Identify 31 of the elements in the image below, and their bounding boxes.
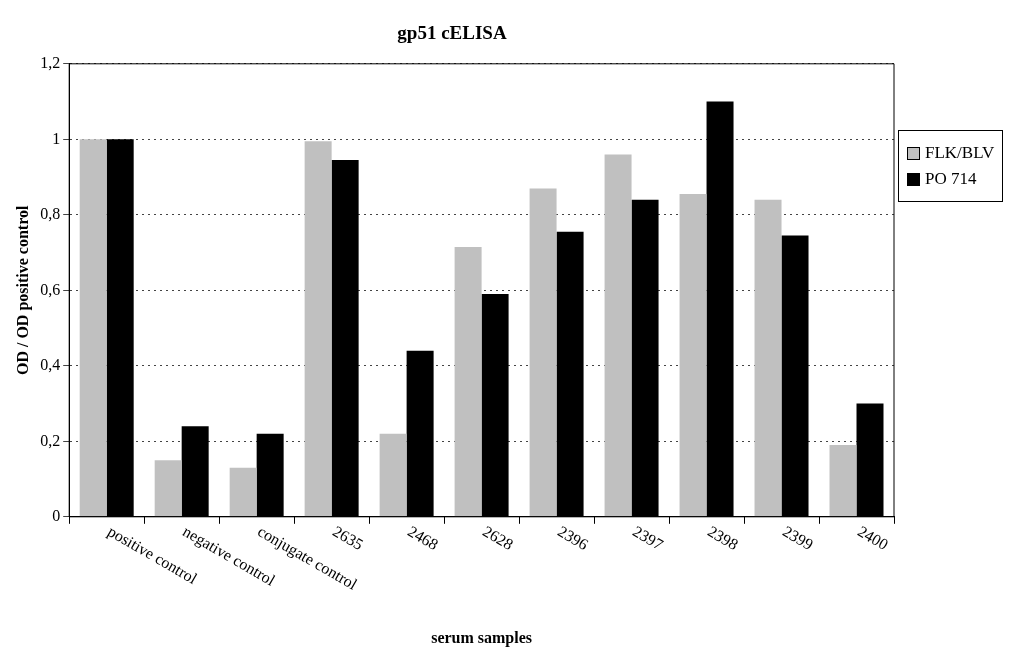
bar <box>754 199 782 517</box>
bar <box>829 445 857 517</box>
x-tick-label: 2400 <box>854 522 892 554</box>
x-tick-label: 2635 <box>330 522 367 554</box>
bar <box>379 433 407 517</box>
x-tick-label: 2468 <box>405 522 442 554</box>
x-tick-label: 2398 <box>704 522 742 554</box>
y-tick-label: 1,2 <box>40 54 61 71</box>
y-tick-label: 0 <box>52 507 61 524</box>
y-tick-label: 0,6 <box>40 280 61 298</box>
x-tick-label: 2399 <box>779 522 817 554</box>
bar <box>454 246 482 517</box>
x-tick-label: 2397 <box>629 522 667 554</box>
x-axis-title: serum samples <box>431 628 533 647</box>
bar <box>154 460 182 517</box>
y-tick-label: 1 <box>52 129 61 147</box>
bar <box>229 467 257 517</box>
bar <box>604 154 632 517</box>
bar <box>679 194 707 517</box>
legend-label: PO 714 <box>925 169 977 189</box>
chart-title: gp51 cELISA <box>397 22 507 44</box>
y-tick-label: 0,8 <box>40 205 61 222</box>
bar <box>79 139 107 517</box>
x-tick-label: 2628 <box>480 522 517 554</box>
bar <box>529 188 557 517</box>
legend-label: FLK/BLV <box>925 143 995 163</box>
y-tick-label: 0,4 <box>40 356 61 373</box>
y-tick-label: 0,2 <box>40 431 61 449</box>
bar <box>304 141 332 517</box>
y-axis-title: OD / OD positive control <box>13 205 32 376</box>
x-tick-label: 2396 <box>554 522 592 554</box>
